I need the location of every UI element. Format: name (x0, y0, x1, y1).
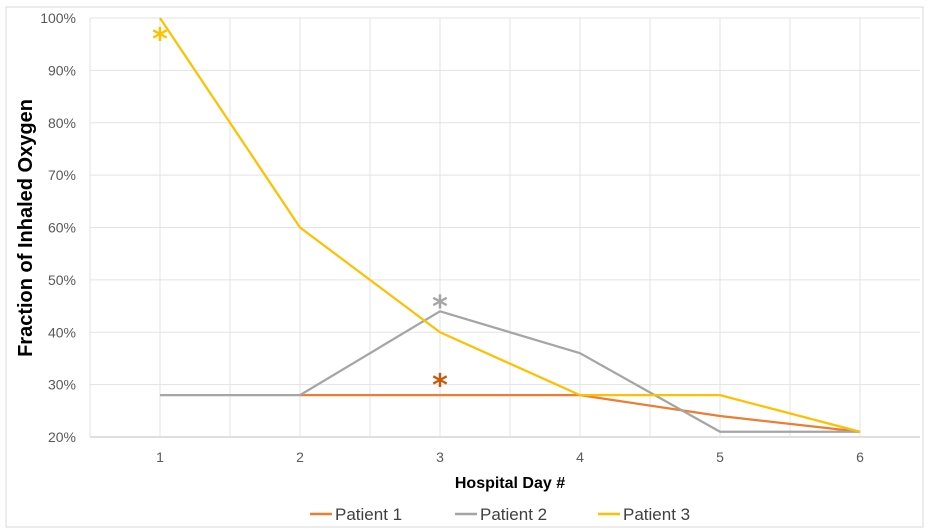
data-point (718, 430, 722, 434)
x-tick-label: 3 (436, 449, 444, 465)
x-axis-ticks: 1 2 3 4 5 6 (156, 449, 864, 465)
legend: Patient 1 Patient 2 Patient 3 (310, 505, 690, 524)
asterisk-annotation: * (432, 368, 448, 403)
y-axis-title: Fraction of Inhaled Oxygen (15, 99, 37, 357)
y-axis-ticks: 20% 30% 40% 50% 60% 70% 80% 90% 100% (40, 10, 76, 445)
y-tick-label: 40% (48, 324, 76, 340)
series-line-patient-3 (159, 17, 861, 433)
y-tick-label: 20% (48, 429, 76, 445)
data-point (718, 414, 722, 418)
asterisk-annotation: * (432, 290, 448, 325)
data-point (298, 226, 302, 230)
x-tick-label: 2 (296, 449, 304, 465)
annotations: * * * (152, 23, 448, 404)
y-tick-label: 100% (40, 10, 76, 26)
x-tick-label: 6 (856, 449, 864, 465)
x-tick-label: 5 (716, 449, 724, 465)
legend-label: Patient 2 (480, 505, 547, 524)
x-tick-label: 1 (156, 449, 164, 465)
y-tick-label: 80% (48, 115, 76, 131)
y-tick-label: 50% (48, 272, 76, 288)
y-tick-label: 70% (48, 167, 76, 183)
data-point (298, 393, 302, 397)
data-point (718, 393, 722, 397)
asterisk-annotation: * (152, 23, 168, 58)
chart-frame (5, 6, 924, 528)
data-point (858, 430, 862, 434)
series-lines (158, 16, 862, 434)
data-point (158, 393, 162, 397)
series-line-patient-2 (160, 310, 860, 433)
data-point (438, 330, 442, 334)
x-tick-label: 4 (576, 449, 584, 465)
x-axis-title: Hospital Day # (455, 475, 565, 492)
data-point (578, 351, 582, 355)
legend-label: Patient 3 (623, 505, 690, 524)
data-point (158, 16, 162, 20)
y-tick-label: 30% (48, 377, 76, 393)
y-tick-label: 60% (48, 220, 76, 236)
y-tick-label: 90% (48, 62, 76, 78)
data-point (578, 393, 582, 397)
legend-label: Patient 1 (335, 505, 402, 524)
